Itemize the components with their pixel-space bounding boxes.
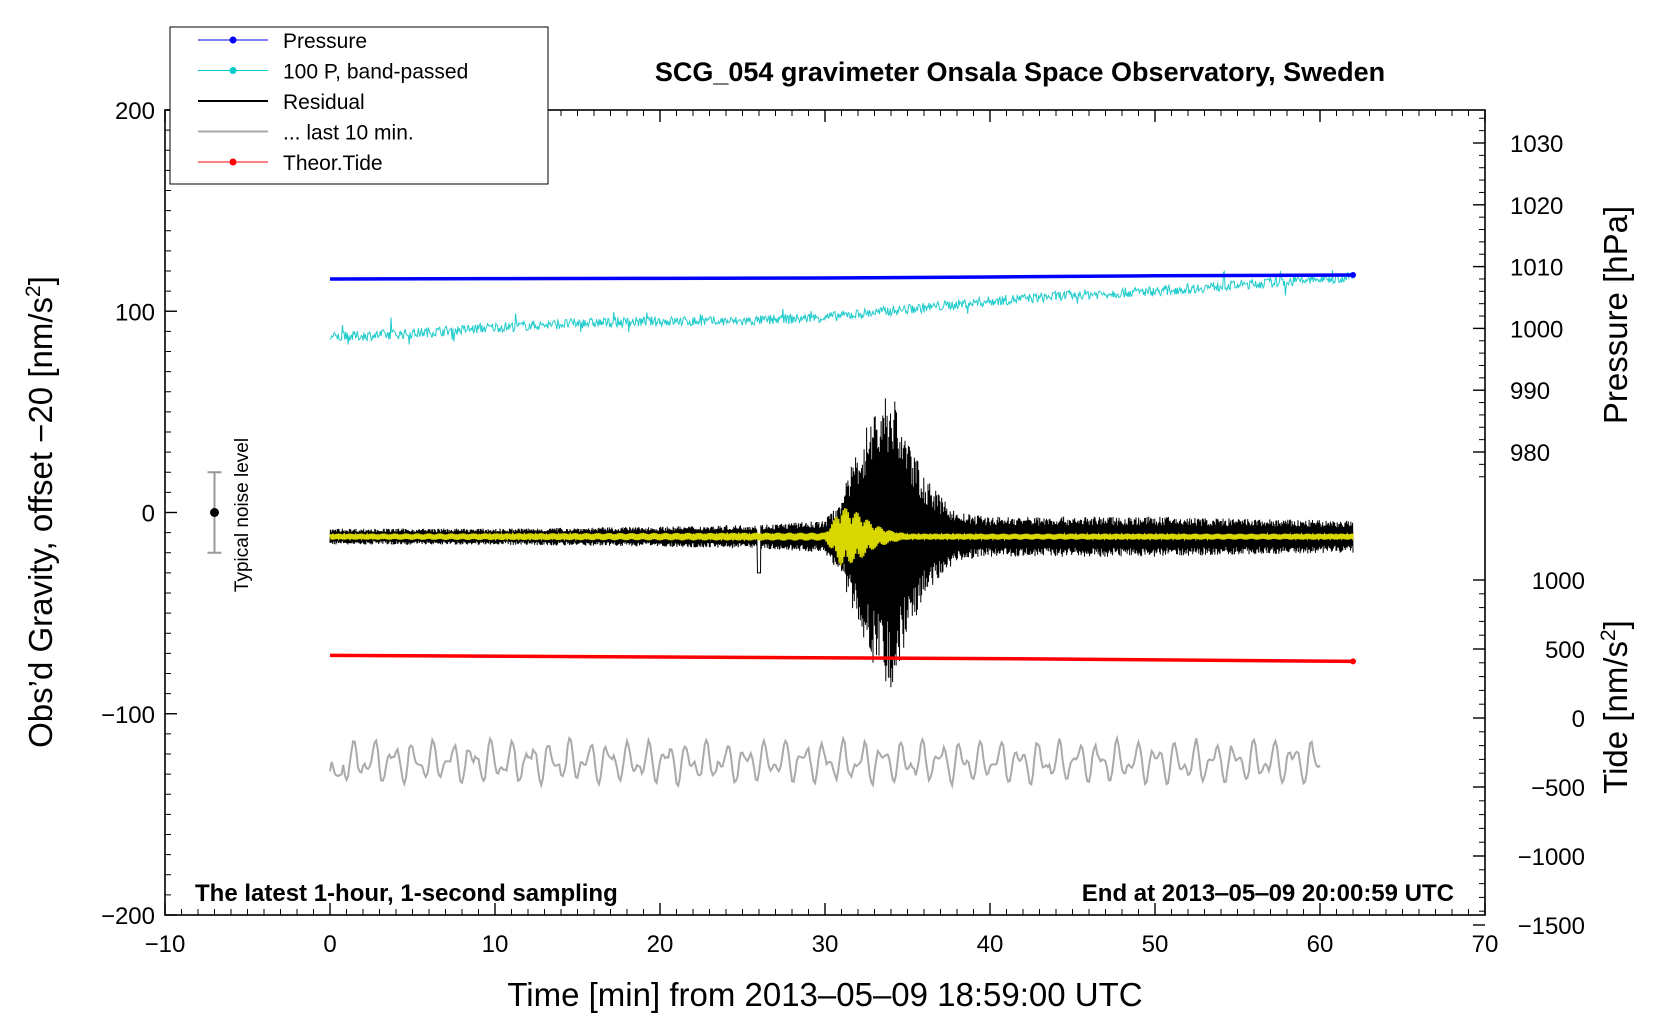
series-residual (329, 398, 1354, 688)
legend-label: Theor.Tide (283, 152, 383, 175)
y-axis-title-main: Obs’d Gravity, offset −20 [nm/s (22, 297, 59, 748)
x-tick-label: 40 (977, 931, 1004, 958)
y-tick-label: 200 (115, 98, 155, 125)
note-end-time: End at 2013‒05‒09 20:00:59 UTC (1082, 880, 1454, 907)
pressure-tick-label: 1030 (1510, 131, 1563, 158)
pressure-tick-label: 1000 (1510, 316, 1563, 343)
tide-tick-labels: −1500 −1000 −500 0 500 1000 (1518, 568, 1585, 940)
tide-axis-title-sup: 2 (1597, 629, 1620, 641)
y-tick-labels: −200 −100 0 100 200 (101, 98, 155, 930)
legend-marker (229, 36, 237, 44)
legend-label: Residual (283, 91, 365, 114)
series-100p-band-passed (329, 269, 1354, 345)
tide-tick-label: −1500 (1518, 913, 1585, 940)
tide-tick-label: 0 (1572, 706, 1585, 733)
typical-noise-bar (207, 471, 222, 554)
tide-tick-label: 1000 (1532, 568, 1585, 595)
tide-axis-title: Tide [nm/s2] (1597, 620, 1634, 794)
tide-axis-title-end: ] (1597, 620, 1634, 629)
legend-marker (229, 67, 237, 74)
tide-tick-label: −500 (1531, 775, 1585, 802)
tide-axis-title-main: Tide [nm/s (1597, 641, 1634, 794)
pressure-tick-label: 1010 (1510, 255, 1563, 282)
x-tick-label: 60 (1307, 931, 1334, 958)
x-tick-label: 20 (647, 931, 674, 958)
legend: Pressure 100 P, band‑passed Residual ... la… (169, 26, 549, 185)
x-tick-label: 70 (1472, 931, 1499, 958)
pressure-tick-label: 980 (1510, 440, 1550, 467)
plot-frame (164, 109, 1486, 916)
legend-label: ... last 10 min. (283, 122, 414, 145)
chart-title: SCG_054 gravimeter Onsala Space Observat… (655, 57, 1385, 87)
legend-marker (229, 158, 237, 166)
series-pressure (329, 273, 1354, 281)
x-tick-label: 50 (1142, 931, 1169, 958)
pressure-axis-title: Pressure [hPa] (1597, 206, 1634, 424)
y-axis-title-sup: 2 (22, 285, 45, 297)
y-axis-title-end: ] (22, 276, 59, 285)
x-tick-label: −10 (145, 931, 186, 958)
y-tick-label: 0 (142, 501, 155, 528)
data-series (329, 269, 1356, 790)
axis-ticks (164, 109, 1486, 926)
tide-end-marker (1350, 658, 1356, 665)
x-tick-labels: −10 0 10 20 30 40 50 60 70 (145, 931, 1499, 958)
pressure-tick-label: 1020 (1510, 193, 1563, 220)
x-axis-title: Time [min] from 2013‒05‒09 18:59:00 UTC (507, 976, 1142, 1013)
series-theor-tide (329, 653, 1354, 664)
tide-tick-label: 500 (1545, 637, 1585, 664)
pressure-tick-labels: 980 990 1000 1010 1020 1030 (1510, 131, 1563, 467)
y-tick-label: −100 (101, 702, 155, 729)
x-tick-label: 0 (323, 931, 336, 958)
legend-label: 100 P, band‑passed (283, 61, 468, 84)
y-tick-label: −200 (101, 903, 155, 930)
series-residual-filtered (329, 507, 1354, 566)
note-sampling: The latest 1‑hour, 1‑second sampling (195, 880, 618, 907)
noise-bar-center (210, 508, 219, 517)
y-tick-label: 100 (115, 299, 155, 326)
pressure-tick-label: 990 (1510, 378, 1550, 405)
legend-box (169, 26, 549, 185)
pressure-end-marker (1350, 272, 1356, 279)
x-tick-label: 10 (482, 931, 509, 958)
noise-label: Typical noise level (232, 438, 253, 592)
y-axis-title: Obs’d Gravity, offset −20 [nm/s2] (22, 276, 59, 748)
series-last-10-min (329, 734, 1321, 790)
legend-label: Pressure (283, 30, 367, 53)
tide-tick-label: −1000 (1518, 844, 1585, 871)
x-tick-label: 30 (812, 931, 839, 958)
